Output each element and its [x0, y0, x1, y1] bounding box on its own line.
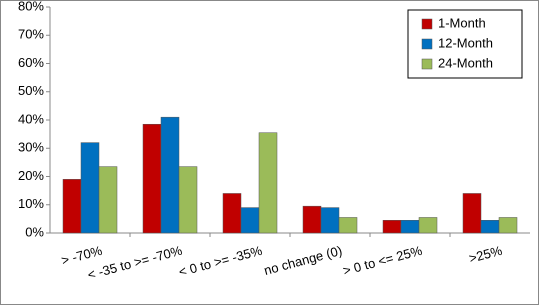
y-tick-label: 70% — [18, 27, 44, 42]
bar — [178, 166, 198, 234]
bar — [240, 207, 260, 234]
y-tick-label: 60% — [18, 55, 44, 70]
y-tick-label: 50% — [18, 83, 44, 98]
bar — [142, 123, 162, 234]
bar — [160, 116, 180, 234]
bar — [480, 220, 500, 234]
y-tick-label: 40% — [18, 111, 44, 126]
bar — [338, 217, 358, 234]
bar — [320, 207, 340, 234]
y-tick-label: 10% — [18, 196, 44, 211]
y-tick-label: 80% — [18, 0, 44, 13]
y-tick-label: 0% — [25, 224, 44, 239]
legend-swatch — [421, 18, 433, 30]
bar — [98, 166, 118, 234]
legend-label: 24-Month — [438, 55, 493, 70]
bar — [302, 205, 322, 234]
bar — [80, 142, 100, 234]
legend-swatch — [421, 38, 433, 50]
bar — [418, 217, 438, 234]
bar — [62, 179, 82, 234]
bar — [400, 220, 420, 234]
legend-swatch — [421, 58, 433, 70]
y-tick-label: 20% — [18, 168, 44, 183]
bar — [382, 220, 402, 234]
bar — [498, 217, 518, 234]
legend-label: 1-Month — [438, 15, 486, 30]
bar — [462, 193, 482, 234]
bar — [258, 132, 278, 234]
y-tick-label: 30% — [18, 140, 44, 155]
bar — [222, 193, 242, 234]
legend-label: 12-Month — [438, 35, 493, 50]
